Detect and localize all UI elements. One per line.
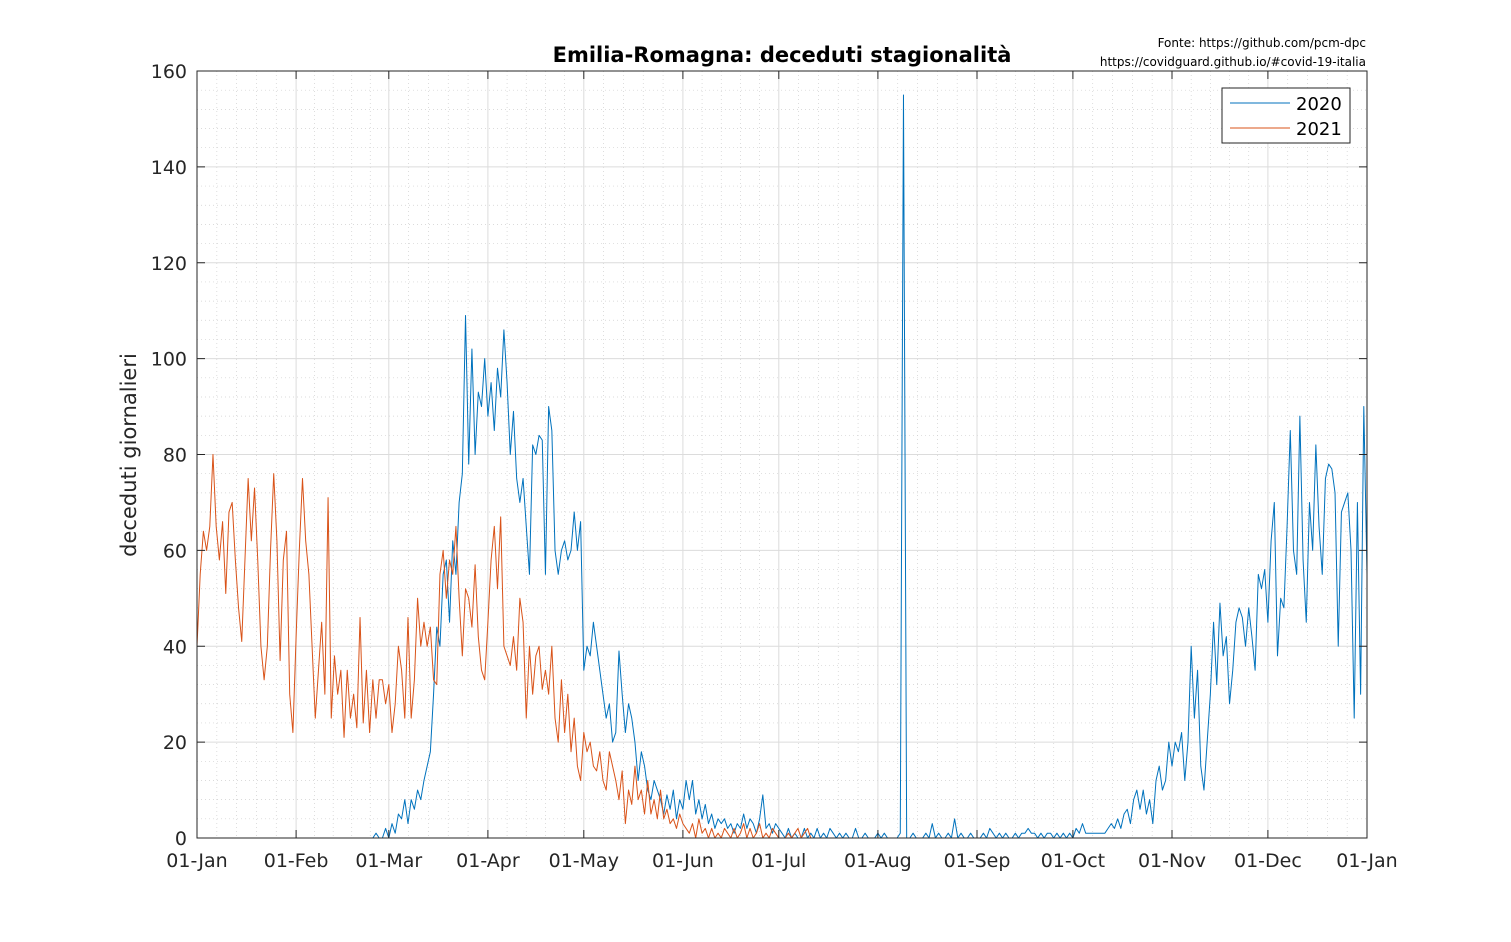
y-tick-label: 140 <box>151 157 187 179</box>
legend-label-2021: 2021 <box>1296 119 1342 140</box>
x-tick-label: 01-Sep <box>944 850 1011 872</box>
x-tick-label: 01-Jan <box>166 850 227 872</box>
x-tick-label: 01-Mar <box>355 850 422 872</box>
y-tick-label: 100 <box>151 349 187 371</box>
legend: 2020 2021 <box>1221 87 1351 144</box>
x-tick-label: 01-Feb <box>264 850 329 872</box>
y-axis-label: deceduti giornalieri <box>117 353 141 557</box>
y-tick-label: 80 <box>163 445 187 467</box>
x-tick-label: 01-Jul <box>751 850 806 872</box>
x-tick-label: 01-May <box>549 850 619 872</box>
axis-ticks: 0 20 40 60 80 100 120 140 160 01-Jan 01-Feb 01-Mar 0… <box>151 61 1398 872</box>
y-tick-label: 60 <box>163 540 187 562</box>
legend-box <box>1221 87 1351 144</box>
x-tick-label: 01-Nov <box>1138 850 1206 872</box>
x-tick-label: 01-Dec <box>1234 850 1302 872</box>
x-tick-label: 01-Oct <box>1041 850 1105 872</box>
chart-title: Emilia-Romagna: deceduti stagionalità <box>553 43 1012 67</box>
y-tick-label: 160 <box>151 61 187 83</box>
minor-grid <box>197 71 1367 838</box>
y-tick-label: 120 <box>151 253 187 275</box>
x-tick-label: 01-Jan <box>1336 850 1397 872</box>
y-tick-label: 40 <box>163 636 187 658</box>
source-line-2: https://covidguard.github.io/#covid-19-i… <box>1100 55 1366 69</box>
x-tick-label: 01-Apr <box>456 850 520 872</box>
x-tick-label: 01-Jun <box>652 850 714 872</box>
x-tick-label: 01-Aug <box>844 850 912 872</box>
source-line-1: Fonte: https://github.com/pcm-dpc <box>1158 36 1366 50</box>
y-tick-label: 20 <box>163 732 187 754</box>
legend-label-2020: 2020 <box>1296 94 1342 115</box>
y-tick-label: 0 <box>175 828 187 850</box>
